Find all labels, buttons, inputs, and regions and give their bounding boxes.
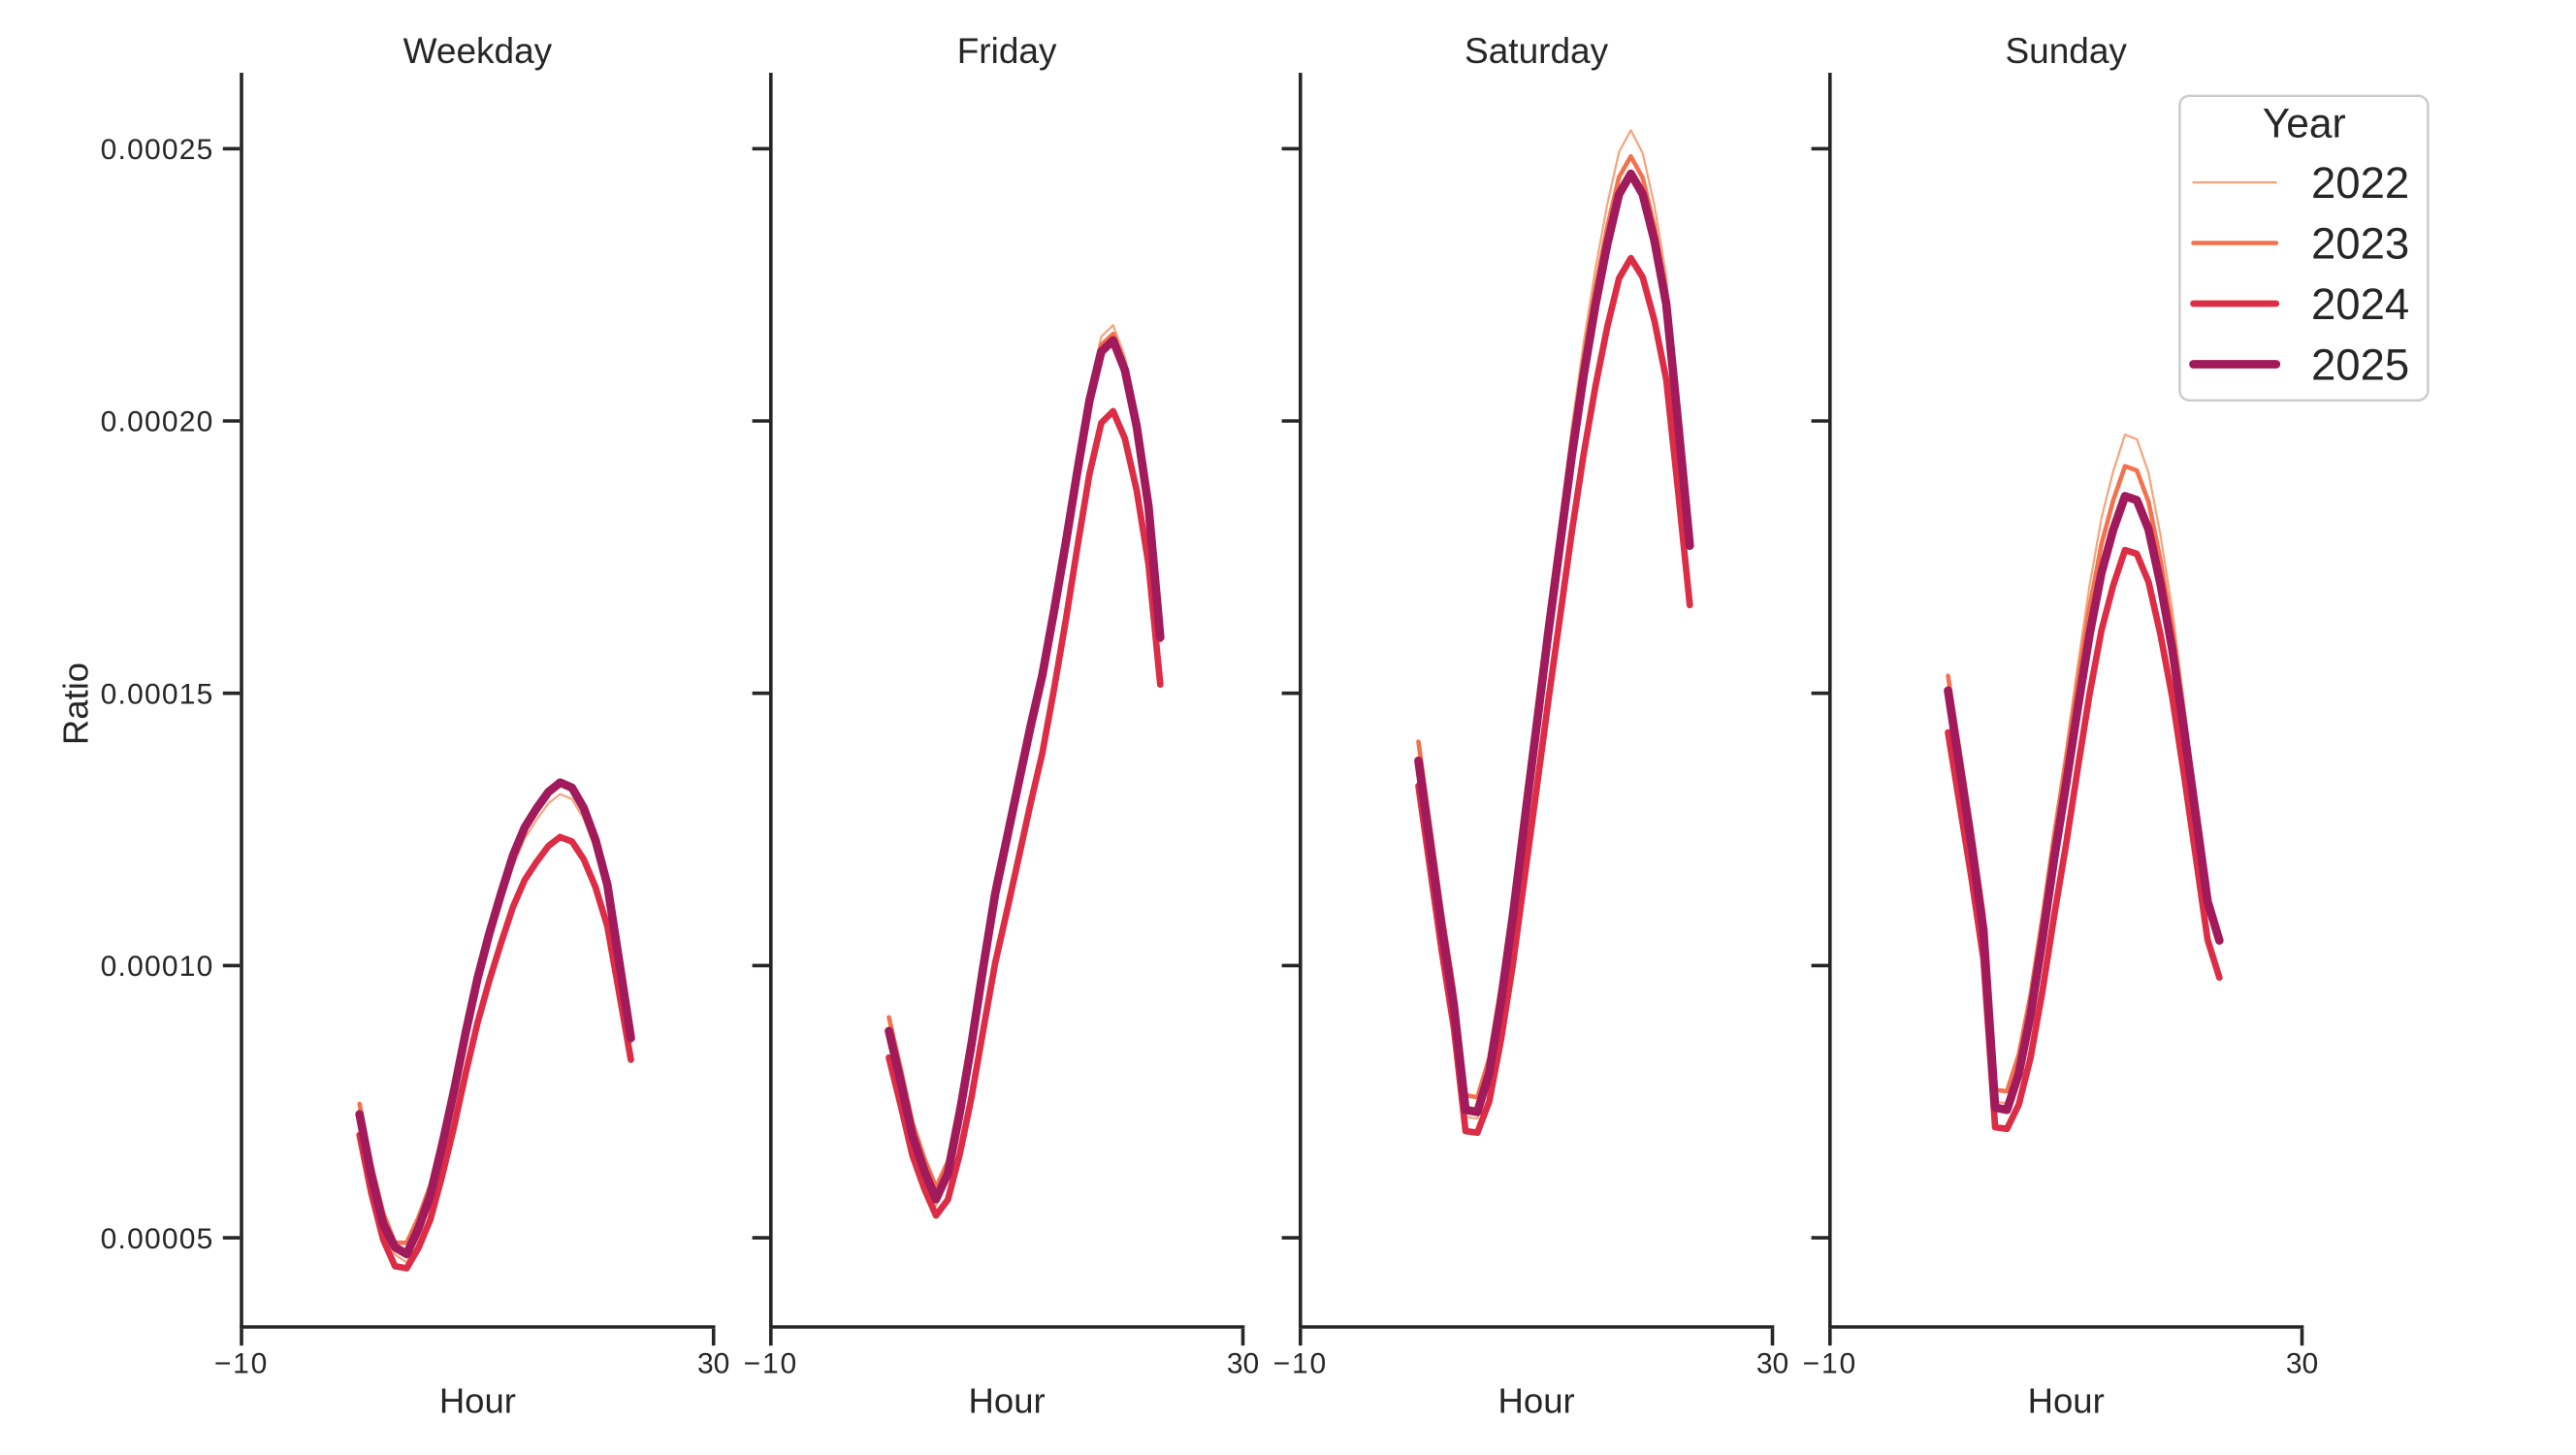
svg-text:2024: 2024 <box>2311 279 2409 329</box>
svg-text:Year: Year <box>2263 101 2346 146</box>
svg-text:Hour: Hour <box>1498 1380 1575 1420</box>
svg-text:Hour: Hour <box>439 1380 516 1420</box>
svg-text:30: 30 <box>1756 1348 1788 1380</box>
svg-text:Friday: Friday <box>957 31 1057 71</box>
svg-text:0.00025: 0.00025 <box>101 134 214 166</box>
svg-text:2023: 2023 <box>2311 219 2409 269</box>
svg-text:0.00020: 0.00020 <box>101 406 214 438</box>
svg-text:Hour: Hour <box>2028 1380 2105 1420</box>
svg-text:30: 30 <box>697 1348 729 1380</box>
svg-text:2025: 2025 <box>2311 340 2409 390</box>
svg-text:Sunday: Sunday <box>2005 31 2127 71</box>
svg-text:Saturday: Saturday <box>1465 31 1609 71</box>
svg-text:Ratio: Ratio <box>56 663 96 745</box>
svg-text:Hour: Hour <box>969 1380 1046 1420</box>
svg-text:Weekday: Weekday <box>403 31 553 71</box>
svg-text:30: 30 <box>2286 1348 2318 1380</box>
svg-text:−10: −10 <box>744 1348 798 1380</box>
svg-text:0.00005: 0.00005 <box>101 1223 214 1255</box>
svg-text:30: 30 <box>1227 1348 1259 1380</box>
svg-text:−10: −10 <box>1803 1348 1857 1380</box>
svg-text:−10: −10 <box>1273 1348 1328 1380</box>
svg-text:0.00010: 0.00010 <box>101 951 214 983</box>
svg-text:−10: −10 <box>214 1348 269 1380</box>
svg-text:2022: 2022 <box>2311 158 2409 208</box>
svg-text:0.00015: 0.00015 <box>101 678 214 710</box>
